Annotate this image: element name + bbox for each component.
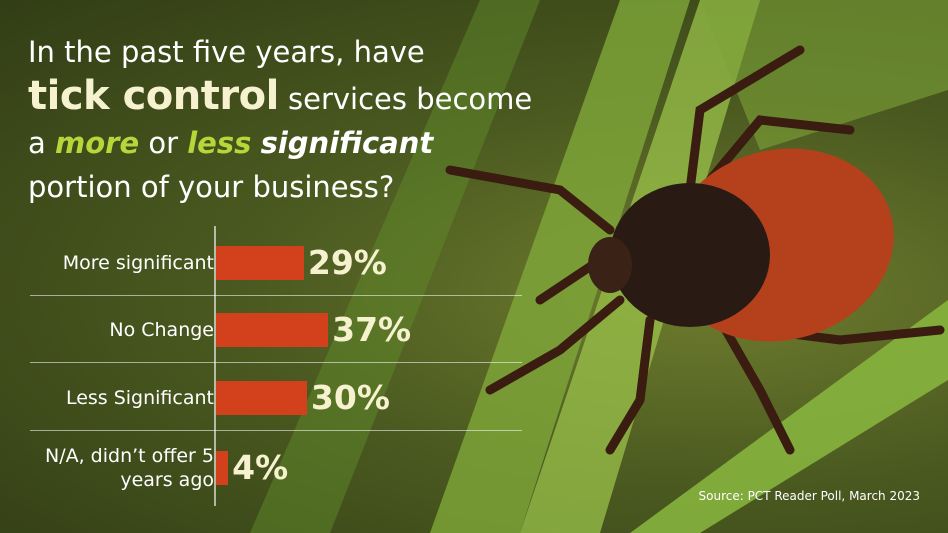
category-label: N/A, didn’t offer 5 years ago: [44, 445, 214, 491]
row-separator: [30, 362, 522, 363]
source-note: Source: PCT Reader Poll, March 2023: [698, 489, 921, 503]
category-label: No Change: [109, 319, 214, 341]
row-separator: [30, 295, 522, 296]
row-separator: [30, 430, 522, 431]
title-highlight: more: [55, 126, 140, 160]
title-emphasis: tick control: [28, 73, 279, 119]
value-label: 29%: [307, 243, 387, 282]
value-label: 37%: [332, 310, 412, 349]
title-highlight: less: [187, 126, 252, 160]
title-text: or: [148, 126, 179, 160]
bar: [216, 246, 304, 280]
title-text: a: [28, 126, 46, 160]
category-label: Less Significant: [65, 387, 214, 409]
value-label: 30%: [310, 378, 390, 417]
title: In the past five years, have tick contro…: [28, 30, 532, 209]
bar: [216, 313, 329, 347]
title-text: portion of your business?: [28, 170, 395, 204]
value-label: 4%: [232, 448, 289, 487]
axis-line: [214, 226, 216, 506]
title-emphasis: significant: [260, 126, 434, 160]
bar: [216, 451, 229, 485]
title-text: In the past five years, have: [28, 35, 425, 69]
title-text: services become: [288, 82, 533, 116]
category-label: More significant: [62, 252, 214, 274]
bar: [216, 381, 307, 415]
